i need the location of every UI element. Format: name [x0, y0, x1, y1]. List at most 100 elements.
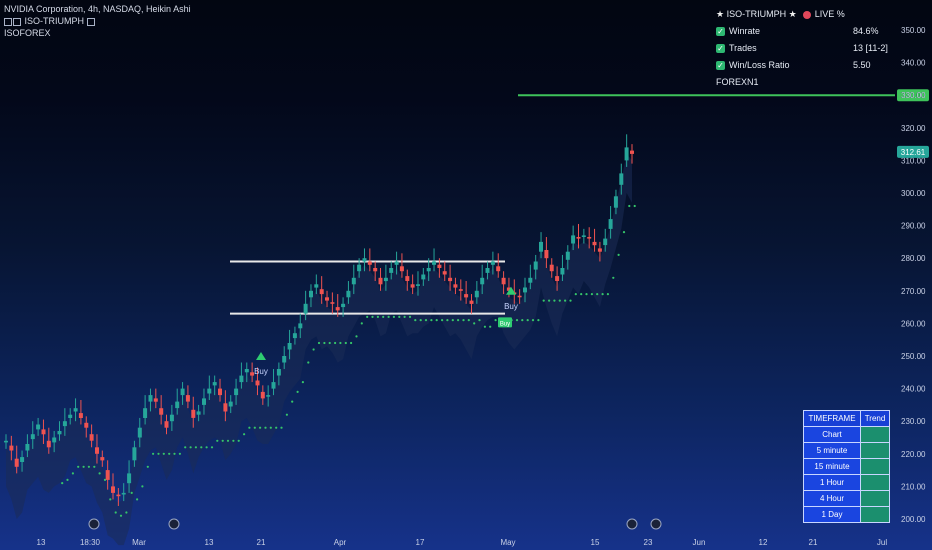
trailing-stop-dot — [564, 299, 567, 302]
trailing-stop-dot — [130, 491, 133, 494]
trailing-stop-dot — [574, 293, 577, 296]
candle — [223, 403, 228, 412]
price-tick-label: 230.00 — [901, 417, 926, 426]
candle — [287, 343, 292, 350]
candle — [202, 398, 206, 405]
stats-row-ratio: ✓ Win/Loss Ratio 5.50 — [716, 60, 871, 71]
trailing-stop-dot — [526, 319, 529, 322]
trailing-stop-dot — [441, 319, 444, 322]
price-tick-label: 310.00 — [901, 156, 926, 165]
trailing-stop-dot — [558, 299, 561, 302]
time-tick-label: 13 — [37, 538, 46, 547]
trailing-stop-dot — [344, 341, 347, 345]
candle — [234, 388, 239, 396]
trailing-stop-dot — [114, 511, 117, 514]
trailing-stop-dot — [141, 485, 144, 488]
trailing-stop-dot — [371, 315, 374, 318]
candle — [528, 277, 533, 283]
candle — [78, 413, 83, 418]
candle — [603, 238, 608, 246]
trend-cell: · — [860, 490, 890, 507]
table-row: 1 Hour · — [803, 474, 890, 491]
candle — [207, 388, 212, 394]
candle — [410, 284, 415, 288]
visibility-icon[interactable] — [4, 17, 12, 26]
trailing-stop-dot — [87, 465, 90, 468]
candle — [630, 150, 634, 154]
candle — [84, 422, 89, 428]
candle — [212, 382, 217, 386]
candle — [14, 458, 19, 467]
trailing-stop-dot — [612, 276, 615, 279]
trailing-stop-dot — [248, 426, 251, 429]
candle — [148, 395, 153, 402]
candle — [378, 277, 383, 285]
table-row: 15 minute · — [803, 458, 890, 475]
candle — [608, 219, 613, 229]
trailing-stop-dot — [617, 253, 620, 256]
candle — [399, 266, 404, 272]
trailing-stop-dot — [194, 446, 197, 449]
trailing-stop-dot — [307, 361, 310, 364]
candle — [357, 264, 362, 272]
more-icon[interactable] — [86, 17, 95, 26]
trailing-stop-dot — [548, 299, 551, 302]
candle — [228, 401, 233, 407]
trailing-stop-dot — [253, 426, 256, 429]
table-row: 1 Day · — [803, 506, 890, 523]
trailing-stop-dot — [457, 319, 460, 322]
price-tick-label: 320.00 — [901, 124, 926, 133]
time-tick-label: 23 — [644, 538, 653, 547]
stats-row-winrate: ✓ Winrate 84.6% — [716, 26, 879, 37]
price-tick-label: 220.00 — [901, 450, 926, 459]
candle — [57, 431, 62, 435]
trailing-stop-dot — [419, 319, 422, 322]
earnings-icon[interactable] — [650, 518, 662, 530]
candle — [517, 295, 522, 298]
trailing-stop-dot — [408, 315, 412, 318]
candle — [303, 303, 308, 314]
time-tick-label: Mar — [132, 538, 146, 547]
price-tick-label: 210.00 — [901, 482, 926, 491]
candle — [62, 421, 67, 427]
trailing-stop-dot — [435, 319, 438, 322]
flash-icon[interactable] — [626, 518, 638, 530]
price-tick-label: 200.00 — [901, 515, 926, 524]
trailing-stop-dot — [483, 325, 486, 328]
settings-icon[interactable] — [13, 17, 21, 26]
indicator-legend[interactable]: ISO-TRIUMPH — [4, 16, 96, 26]
indicator-legend-2[interactable]: ISOFOREX — [4, 28, 51, 38]
stats-title-row: ★ ISO-TRIUMPH ★ LIVE % — [716, 6, 896, 23]
indicator-name: ISO-TRIUMPH — [24, 16, 85, 26]
trailing-stop-dot — [451, 319, 454, 322]
trailing-stop-dot — [226, 439, 230, 442]
trailing-stop-dot — [531, 319, 535, 322]
candle — [351, 277, 356, 285]
candle — [421, 274, 426, 280]
time-tick-label: 12 — [759, 538, 768, 547]
candle — [549, 264, 554, 272]
trailing-stop-dot — [462, 319, 465, 322]
candle — [73, 408, 78, 412]
trend-cell: · — [860, 426, 890, 443]
candle — [587, 237, 592, 239]
table-row: Chart · — [803, 426, 890, 443]
candle — [330, 302, 335, 304]
trend-cell: · — [860, 506, 890, 523]
trailing-stop-dot — [71, 472, 74, 475]
dividend-icon[interactable] — [168, 518, 180, 530]
candle — [314, 284, 319, 288]
candle — [389, 268, 394, 273]
event-icon[interactable] — [88, 518, 100, 530]
buy-signal-label: Buy — [504, 302, 518, 311]
candle — [105, 470, 110, 480]
buy-tag-label: Buy — [500, 321, 510, 327]
star-icon: ★ — [788, 9, 797, 19]
candle — [127, 473, 132, 484]
candle — [485, 268, 490, 273]
trailing-stop-dot — [312, 348, 315, 351]
trailing-stop-dot — [339, 341, 342, 345]
candle — [576, 237, 581, 239]
stats-footer: FOREXN1 — [716, 77, 759, 87]
